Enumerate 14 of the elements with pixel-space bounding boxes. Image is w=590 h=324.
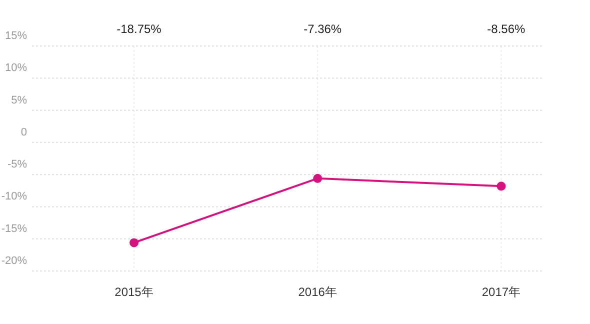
y-tick-label: -10% [1,190,28,203]
y-tick-label: -5% [7,158,28,171]
y-tick-label: 10% [4,62,28,74]
y-tick-label: -15% [1,222,28,235]
y-tick-label: 5% [11,94,28,106]
x-tick-label: 2015年 [114,285,154,299]
x-tick-label: 2016年 [298,285,337,299]
text: -18.75% [116,22,162,36]
y-tick-label: 15% [4,30,28,42]
y-tick-label: 0 [20,126,27,138]
text: -8.56% [487,22,526,36]
x-tick-label: 2017年 [482,285,521,299]
text: -7.36% [304,22,342,36]
y-tick-label: -20% [1,255,28,267]
